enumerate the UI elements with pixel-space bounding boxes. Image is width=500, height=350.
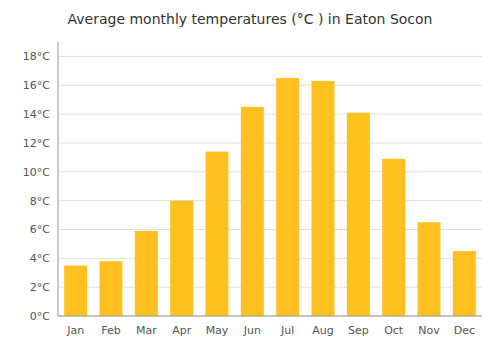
chart-svg: Average monthly temperatures (°C ) in Ea… [0, 0, 500, 350]
bar [100, 261, 123, 316]
title: Average monthly temperatures (°C ) in Ea… [68, 11, 433, 27]
y-tick-label: 6°C [30, 223, 50, 236]
bar [206, 152, 229, 316]
grid-line [58, 85, 482, 86]
y-tick-label: 0°C [30, 310, 50, 323]
x-tick-label: Nov [418, 324, 440, 337]
bars [64, 78, 476, 316]
x-tick-label: Mar [136, 324, 157, 337]
x-tick-label: Jan [66, 324, 84, 337]
grid-line [58, 171, 482, 172]
x-tick-label: Aug [312, 324, 333, 337]
bar [135, 231, 158, 316]
bar [241, 107, 264, 316]
x-tick-label: Apr [172, 324, 192, 337]
bar [382, 159, 405, 316]
x-tick-label: Feb [101, 324, 120, 337]
bar [418, 222, 441, 316]
grid [58, 56, 482, 316]
bar [453, 251, 476, 316]
y-tick-label: 16°C [23, 79, 50, 92]
bar [64, 266, 87, 316]
x-tick-label: Jun [243, 324, 261, 337]
grid-line [58, 114, 482, 115]
bar [170, 201, 193, 316]
bar [276, 78, 299, 316]
x-tick-label: Jul [280, 324, 294, 337]
y-tick-label: 12°C [23, 137, 50, 150]
grid-line [58, 316, 482, 317]
bar [312, 81, 335, 316]
y-tick-label: 2°C [30, 281, 50, 294]
y-tick-label: 14°C [23, 108, 50, 121]
y-tick-label: 8°C [30, 195, 50, 208]
y-tick-label: 4°C [30, 252, 50, 265]
y-tick-label: 10°C [23, 166, 50, 179]
y-tick-label: 18°C [23, 50, 50, 63]
x-tick-label: Sep [348, 324, 369, 337]
chart-container: Average monthly temperatures (°C ) in Ea… [0, 0, 500, 350]
y-axis-line [58, 42, 59, 316]
x-axis-line [58, 316, 482, 317]
x-tick-label: Dec [454, 324, 475, 337]
grid-line [58, 200, 482, 201]
x-tick-label: May [206, 324, 229, 337]
grid-line [58, 56, 482, 57]
x-tick-label: Oct [384, 324, 404, 337]
bar [347, 113, 370, 316]
x-axis: Jan Feb Mar Apr May Jun Jul Aug Sep Oct Nov Dec [58, 316, 482, 337]
grid-line [58, 142, 482, 143]
y-axis: 0°C 2°C 4°C 6°C 8°C 10°C 12°C 14°C 16°C 18°C [23, 42, 58, 323]
